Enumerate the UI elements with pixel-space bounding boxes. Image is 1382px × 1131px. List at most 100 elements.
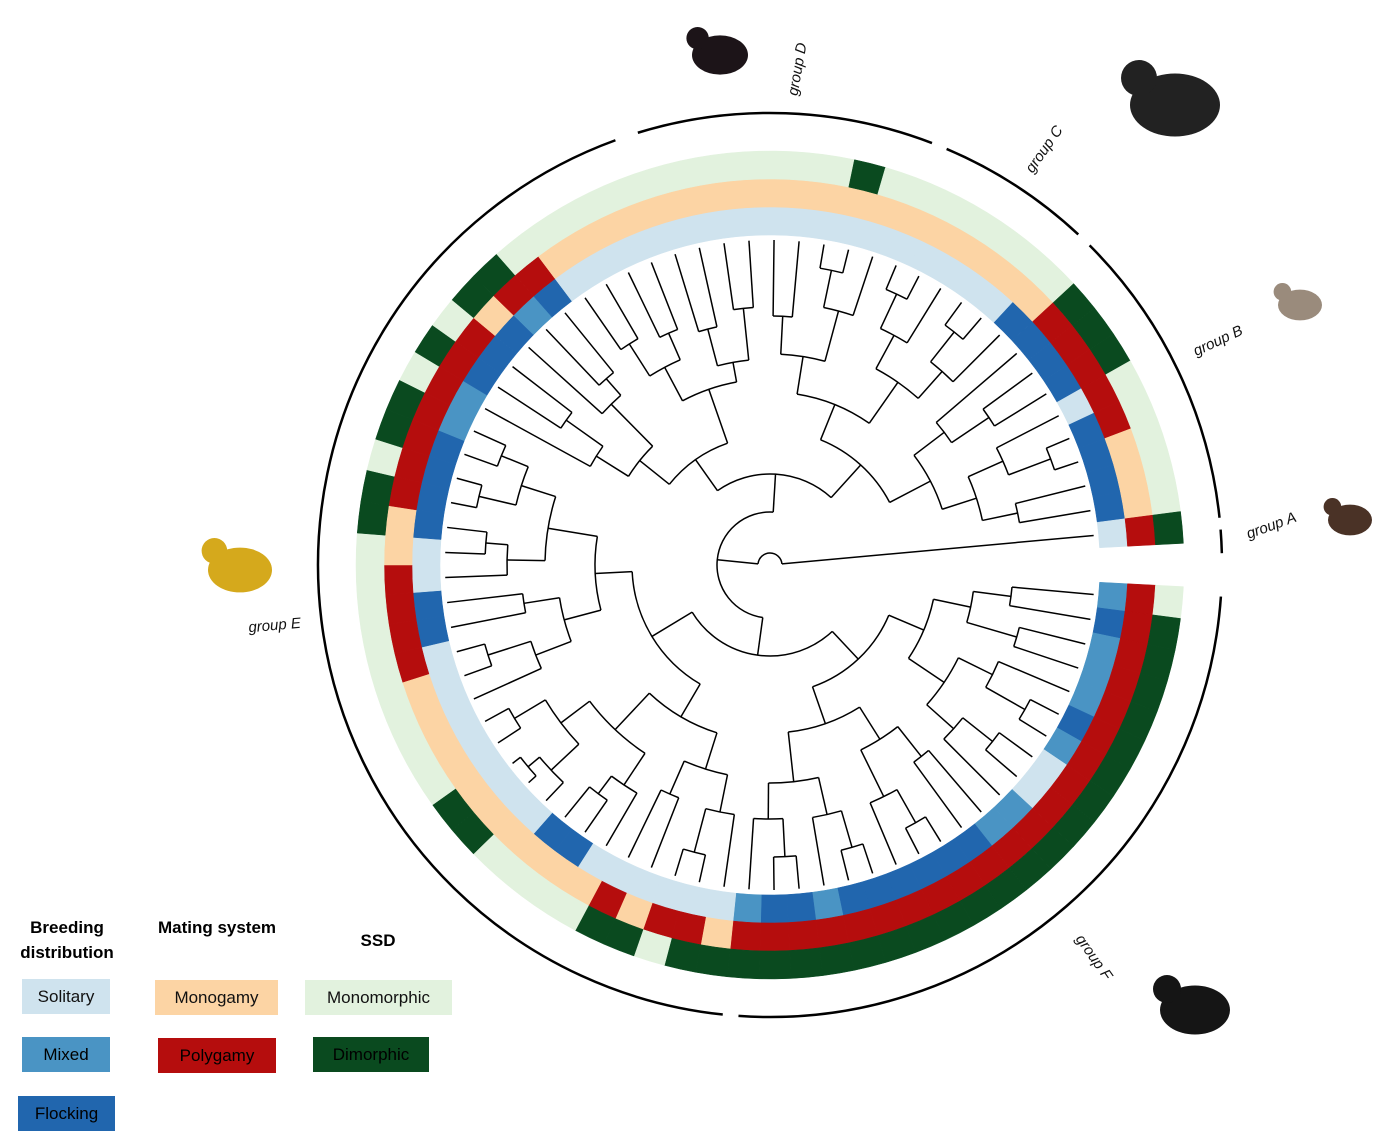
branch [757, 552, 783, 565]
branch [860, 749, 885, 797]
trait-cell [411, 564, 442, 593]
trait-cell [355, 532, 386, 566]
branch [1054, 461, 1079, 471]
branch [484, 407, 591, 468]
branch [985, 661, 1000, 688]
trait-cell [412, 590, 445, 621]
branch [840, 850, 850, 881]
trait-cell [758, 150, 792, 180]
branch [973, 590, 1012, 598]
trait-cell [360, 624, 395, 661]
branch [935, 421, 953, 444]
branch [447, 593, 523, 604]
branch [1013, 627, 1021, 647]
branch [880, 327, 908, 344]
branch [796, 356, 804, 395]
branch [985, 749, 1018, 778]
branch [875, 334, 895, 370]
branch [888, 614, 925, 631]
branch [605, 283, 639, 340]
trait-cell [1092, 491, 1126, 523]
branch [584, 297, 622, 350]
branch [732, 362, 738, 383]
branch [698, 854, 707, 883]
branch [958, 657, 993, 676]
branch [723, 243, 735, 310]
legend-title: Mating system [157, 918, 277, 937]
trait-cell [705, 889, 737, 922]
branch [908, 657, 945, 683]
bird-head [1153, 975, 1181, 1003]
group-arc [738, 596, 1223, 1019]
branch [830, 464, 862, 499]
branch [998, 660, 1070, 693]
trait-cell [732, 206, 762, 238]
legend-item: Dimorphic [313, 1037, 429, 1072]
trait-cell [1152, 511, 1184, 546]
branch [982, 372, 1033, 410]
trait-cell [732, 892, 762, 924]
branch [913, 454, 943, 510]
branch [650, 262, 679, 330]
branch [597, 775, 613, 795]
legend-item: Monomorphic [305, 980, 452, 1015]
branch [823, 306, 854, 317]
branch [819, 404, 836, 441]
branch [824, 310, 840, 362]
branch [523, 597, 560, 605]
bird-head [201, 538, 228, 564]
trait-cell [819, 942, 855, 976]
branch [756, 617, 764, 656]
trait-cell [356, 501, 389, 536]
branch [564, 786, 591, 818]
bird-head [1121, 60, 1157, 96]
trait-cell [1147, 479, 1181, 516]
trait-cell [760, 206, 789, 236]
trait-cell [729, 178, 761, 210]
trait-cell [355, 564, 386, 598]
branch [781, 534, 1094, 565]
branch [694, 459, 719, 492]
trait-cell [760, 894, 789, 924]
branch [512, 366, 573, 414]
trait-cell [726, 948, 761, 980]
trait-cell [811, 887, 844, 921]
branch [941, 497, 977, 510]
branch [639, 459, 670, 485]
branch [817, 777, 828, 815]
branch [535, 640, 572, 656]
group-arc [637, 111, 933, 145]
group-label: group E [248, 615, 303, 637]
bird-head [1323, 498, 1342, 516]
branch [1015, 485, 1086, 505]
branch [680, 683, 701, 718]
trait-cell [789, 947, 824, 979]
branch [1019, 626, 1086, 645]
branch [819, 244, 825, 269]
branch [896, 789, 917, 824]
branch [560, 700, 591, 724]
legend-item: Polygamy [158, 1038, 276, 1073]
branch [780, 353, 826, 363]
branch [445, 574, 508, 579]
branch [998, 732, 1033, 758]
trait-cell [412, 509, 445, 540]
legend-item: Mixed [22, 1037, 110, 1072]
branch [1008, 458, 1051, 476]
branch [772, 240, 775, 317]
branch [852, 256, 874, 316]
trait-cell [1096, 518, 1128, 548]
trait-cell [759, 178, 790, 208]
group-arc [316, 139, 723, 1016]
branch [742, 308, 750, 361]
trait-cell [383, 564, 414, 596]
trait-cell [759, 922, 790, 952]
branch [862, 843, 874, 874]
branch [935, 352, 1018, 424]
branch [787, 731, 795, 782]
trait-cell [695, 944, 731, 978]
branch [649, 359, 681, 377]
group-arc [1219, 529, 1224, 554]
branch [707, 328, 719, 367]
